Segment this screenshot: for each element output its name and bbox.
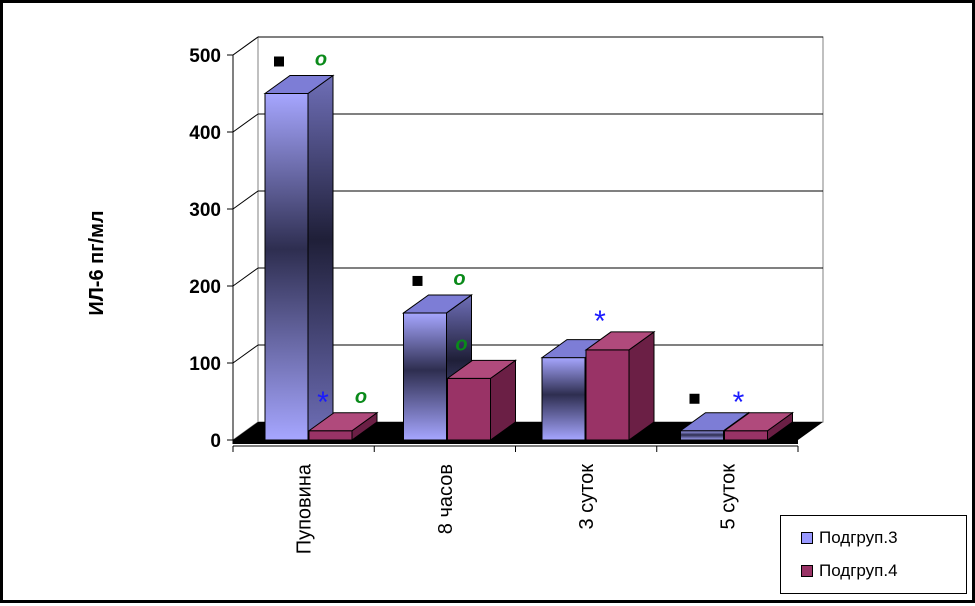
- bar-front: [541, 357, 586, 441]
- y-axis-title: ИЛ-6 пг/мл: [86, 210, 108, 315]
- bars: [263, 74, 795, 441]
- x-tick-label: Пуповина: [294, 463, 316, 554]
- bar-top: [401, 294, 474, 314]
- bar-top: [263, 75, 335, 94]
- annotation-marks: o * o o o * *: [274, 49, 745, 419]
- gridline-side: [232, 190, 259, 210]
- bar-top: [678, 412, 751, 432]
- bar: [584, 330, 656, 441]
- chart-svg: o * o o o * * 0 100 200 300 400 500 Пуповина 8 часов 3…: [86, 36, 824, 554]
- bar-front: [447, 377, 491, 441]
- bar-top: [584, 331, 656, 351]
- legend-item: Подгруп.4: [801, 561, 898, 581]
- side-wall: [232, 36, 259, 441]
- bar-top: [722, 412, 795, 432]
- mark-star: *: [594, 305, 606, 338]
- legend-label: Подгруп.3: [819, 528, 898, 547]
- floor: [233, 422, 823, 440]
- mark-o: o: [315, 49, 327, 71]
- x-tick-label: 8 часов: [435, 464, 457, 534]
- bar-front: [308, 430, 353, 441]
- y-tick-label: 0: [210, 431, 221, 452]
- gridline-side: [232, 113, 259, 133]
- mark-square: [412, 275, 423, 286]
- bar-top: [307, 412, 379, 432]
- plot-back: [232, 36, 824, 444]
- floor-edge: [233, 440, 798, 444]
- mark-o: o: [355, 386, 367, 408]
- x-tick-label: 5 суток: [717, 464, 739, 530]
- legend-swatch: [801, 532, 813, 544]
- mark-square: [274, 56, 284, 67]
- mark-star: *: [317, 386, 329, 419]
- gridline-side: [232, 344, 259, 364]
- bar: [445, 359, 518, 441]
- bar: [307, 411, 379, 441]
- gridline-side: [232, 267, 259, 287]
- y-tick-label: 500: [189, 46, 221, 67]
- bar-side: [628, 330, 655, 441]
- legend-swatch: [801, 565, 813, 577]
- bar-front: [680, 430, 724, 441]
- y-tick-label: 100: [189, 354, 221, 375]
- x-tick-label: 3 суток: [576, 464, 598, 530]
- y-tick-label: 200: [189, 277, 221, 298]
- bar-front: [403, 312, 447, 441]
- bar-top: [445, 359, 518, 379]
- legend-item: Подгруп.3: [801, 528, 898, 548]
- bar-front: [724, 430, 768, 441]
- bar-front: [264, 93, 309, 441]
- bar: [722, 411, 795, 441]
- mark-o: o: [453, 268, 465, 290]
- mark-square: [689, 393, 700, 404]
- gridline-side: [232, 36, 259, 56]
- back-wall: [257, 36, 824, 423]
- y-tick-label: 300: [189, 200, 221, 221]
- legend-label: Подгруп.4: [819, 561, 898, 580]
- mark-star: *: [733, 386, 745, 419]
- y-tick-label: 400: [189, 123, 221, 144]
- bar-front: [585, 349, 630, 441]
- legend: Подгруп.3 Подгруп.4: [780, 515, 967, 594]
- axes: 0 100 200 300 400 500 Пуповина 8 часов 3 суток 5 …: [189, 46, 799, 554]
- mark-o: o: [455, 333, 467, 355]
- bar: [263, 74, 335, 441]
